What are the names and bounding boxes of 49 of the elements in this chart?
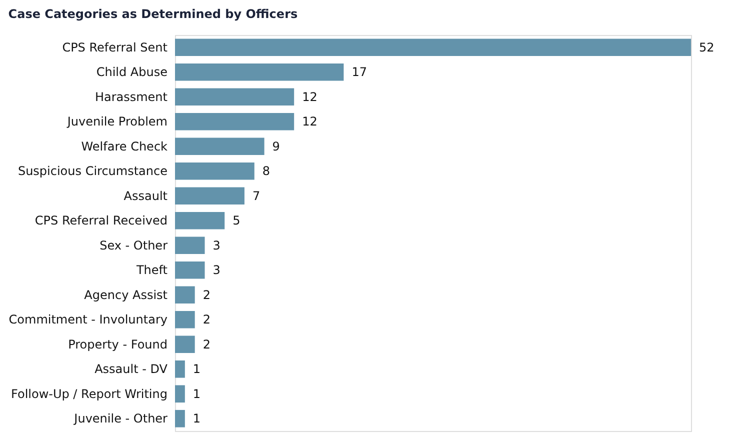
y-tick-label: Agency Assist [84,288,168,302]
data-label: 2 [202,312,210,327]
data-label: 8 [262,164,270,178]
y-tick-label: Harassment [94,90,168,104]
y-tick-label: Commitment - Involuntary [8,312,168,327]
y-tick-label: Assault [124,188,168,203]
bar [175,112,294,130]
y-tick-label: Property - Found [68,337,168,352]
y-tick-label: Juvenile - Other [73,412,168,426]
data-label: 9 [272,139,280,154]
bar [175,162,254,180]
y-tick-label: Welfare Check [81,139,168,154]
y-tick-label: Child Abuse [96,65,168,80]
bar [175,38,691,56]
bar [175,360,185,378]
y-tick-label: Suspicious Circumstance [18,164,168,178]
y-tick-label: CPS Referral Received [34,214,168,228]
y-tick-label: Juvenile Problem [66,114,168,129]
bar [175,310,195,328]
bar [175,212,225,230]
data-label: 52 [699,40,714,54]
data-label: 17 [352,65,367,80]
bar [175,236,205,254]
bar [175,88,294,106]
data-label: 12 [302,90,318,104]
y-tick-label: Theft [135,263,168,278]
bar [175,187,244,205]
y-tick-label: Sex - Other [100,238,168,252]
data-label: 1 [192,386,201,401]
bar [175,286,195,304]
data-label: 3 [212,238,220,252]
bar [175,261,205,279]
data-label: 1 [192,412,201,426]
y-tick-label: CPS Referral Sent [62,40,168,54]
data-label: 12 [302,114,318,129]
bar [175,138,264,156]
bar [175,336,195,354]
y-tick-label: Follow-Up / Report Writing [11,386,168,401]
bar [175,385,185,403]
y-tick-label: Assault - DV [94,362,168,376]
chart-title: Case Categories as Determined by Officers [8,7,298,21]
bar [175,410,185,428]
data-label: 2 [202,288,210,302]
data-label: 5 [232,214,240,228]
bar [175,63,344,81]
data-label: 1 [192,362,201,376]
data-label: 7 [252,188,260,203]
data-label: 2 [202,337,210,352]
data-label: 3 [212,263,220,278]
